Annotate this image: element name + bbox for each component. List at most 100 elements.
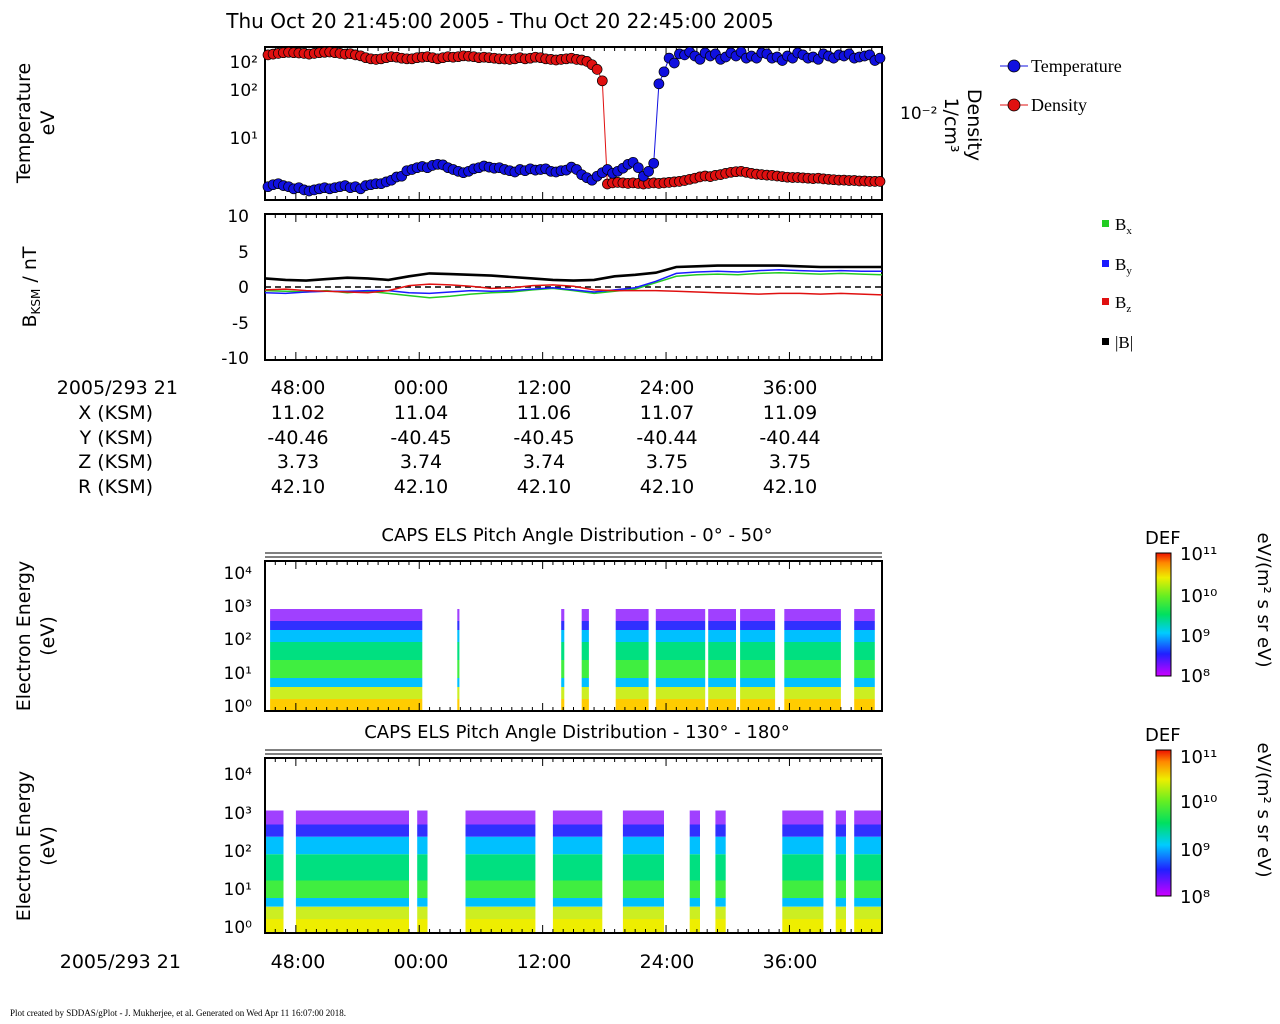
spectrogram-band xyxy=(270,630,423,642)
bfield-tick-label: -10 xyxy=(221,349,249,369)
colorbar-0-50-title: DEF xyxy=(1145,528,1181,549)
colorbar-130-180-tick: 10¹¹ xyxy=(1180,747,1217,768)
spectrogram-band xyxy=(457,642,460,660)
ephemeris-time-label: 00:00 xyxy=(394,377,449,399)
spectrogram-band xyxy=(655,687,706,699)
spectrogram-band xyxy=(854,687,875,699)
legend-label-bx: Bx xyxy=(1115,215,1132,237)
spectrogram-band xyxy=(784,621,841,630)
colorbar-0-50-tick: 10⁸ xyxy=(1180,666,1210,687)
ephemeris-value: 3.74 xyxy=(523,451,565,473)
spectrogram-band xyxy=(715,906,726,920)
spectrogram-band xyxy=(708,660,736,678)
els-0-50-axis-label: Electron Energy xyxy=(13,561,35,712)
density-point xyxy=(596,75,608,87)
spectrogram-band xyxy=(689,880,700,898)
spectrogram-band xyxy=(581,630,589,642)
spectrogram-band xyxy=(708,630,736,642)
spectrogram-band xyxy=(784,678,841,687)
spectrogram-band xyxy=(708,678,736,687)
colorbar-130-180-tick: 10⁹ xyxy=(1180,840,1210,861)
colorbar-130-180: DEF 10¹¹ 10¹⁰ 10⁹ 10⁸ eV/(m² s sr eV) xyxy=(1145,725,1274,908)
time-tick-label: 12:00 xyxy=(517,951,572,973)
moments-panel: Temperature eV 10² 10² 10¹ 10⁻² Density … xyxy=(13,46,1122,201)
els-0-50-tick-label: 10¹ xyxy=(224,664,252,684)
spectrogram-band xyxy=(854,642,875,660)
spectrogram-band xyxy=(715,836,726,855)
legend-swatch-bx xyxy=(1102,220,1109,227)
colorbar-0-50-tick: 10¹⁰ xyxy=(1180,586,1217,607)
spectrogram-band xyxy=(854,836,882,855)
ephemeris-time-label: 12:00 xyxy=(517,377,572,399)
spectrogram-band xyxy=(715,880,726,898)
spectrogram-band xyxy=(689,854,700,881)
spectrogram-band xyxy=(854,621,875,630)
spectrogram-band xyxy=(782,824,824,837)
ephemeris-value: 42.10 xyxy=(271,476,325,498)
spectrogram-band xyxy=(708,687,736,699)
spectrogram-band xyxy=(615,630,649,642)
els-panel-130-180: CAPS ELS Pitch Angle Distribution - 130°… xyxy=(13,722,883,938)
els-0-50-tick-label: 10⁰ xyxy=(224,697,253,717)
colorbar-130-180-gradient xyxy=(1155,749,1172,897)
spectrogram-band xyxy=(295,919,409,933)
density-point xyxy=(874,176,886,187)
spectrogram-band xyxy=(708,621,736,630)
spectrogram-band xyxy=(295,854,409,881)
ephemeris-table: 2005/293 21 X (KSM) Y (KSM) Z (KSM) R (K… xyxy=(57,377,821,498)
spectrogram-band xyxy=(740,609,776,621)
spectrogram-band xyxy=(265,898,284,907)
spectrogram-band xyxy=(835,836,846,855)
legend-label-by: By xyxy=(1115,255,1132,277)
temperature-point xyxy=(643,165,654,177)
temperature-point xyxy=(648,157,660,169)
els-0-50-spectrogram xyxy=(270,609,875,711)
ephemeris-time-label: 48:00 xyxy=(271,377,326,399)
spectrogram-band xyxy=(835,880,846,898)
spectrogram-band xyxy=(295,880,409,898)
spectrogram-band xyxy=(655,621,706,630)
els-0-50-ticks xyxy=(264,561,883,711)
spectrogram-band xyxy=(561,678,565,687)
spectrogram-band xyxy=(295,898,409,907)
spectrogram-band xyxy=(689,824,700,837)
spectrogram-band xyxy=(265,824,284,837)
spectrogram-band xyxy=(715,810,726,825)
spectrogram-band xyxy=(457,687,460,699)
ephemeris-value: 11.06 xyxy=(517,402,571,424)
time-tick-label: 48:00 xyxy=(271,951,326,973)
spectrogram-band xyxy=(782,906,824,920)
els-0-50-tick-label: 10³ xyxy=(224,597,252,617)
time-tick-label: 36:00 xyxy=(763,951,818,973)
spectrogram-band xyxy=(581,609,589,621)
spectrogram-band xyxy=(715,824,726,837)
colorbar-0-50-tick: 10¹¹ xyxy=(1180,544,1217,565)
spectrogram-band xyxy=(581,678,589,687)
spectrogram-band xyxy=(689,919,700,933)
spectrogram-band xyxy=(552,854,603,881)
els-130-180-axis-label: Electron Energy xyxy=(13,771,35,922)
spectrogram-band xyxy=(784,699,841,711)
spectrogram-band xyxy=(784,687,841,699)
els-130-180-tick-label: 10⁴ xyxy=(224,765,253,785)
els-0-50-axis-unit: (eV) xyxy=(37,616,59,656)
spectrogram-band xyxy=(715,919,726,933)
spectrogram-band xyxy=(615,642,649,660)
spectrogram-band xyxy=(295,906,409,920)
spectrogram-band xyxy=(622,810,664,825)
bfield-tick-label: -5 xyxy=(232,314,249,334)
legend-marker-temperature xyxy=(1007,59,1021,73)
spectrogram-band xyxy=(622,836,664,855)
spectrogram-band xyxy=(854,824,882,837)
spectrogram-band xyxy=(835,906,846,920)
spectrogram-band xyxy=(854,699,875,711)
spectrogram-band xyxy=(465,810,536,825)
density-tick-label: 10⁻² xyxy=(900,104,937,124)
ephemeris-value: -40.45 xyxy=(390,427,451,449)
time-tick-label: 00:00 xyxy=(394,951,449,973)
spectrogram-band xyxy=(552,824,603,837)
ephemeris-value: 3.74 xyxy=(400,451,442,473)
ephemeris-value: 11.02 xyxy=(271,402,325,424)
spectrogram-band xyxy=(417,854,428,881)
spectrogram-band xyxy=(622,880,664,898)
